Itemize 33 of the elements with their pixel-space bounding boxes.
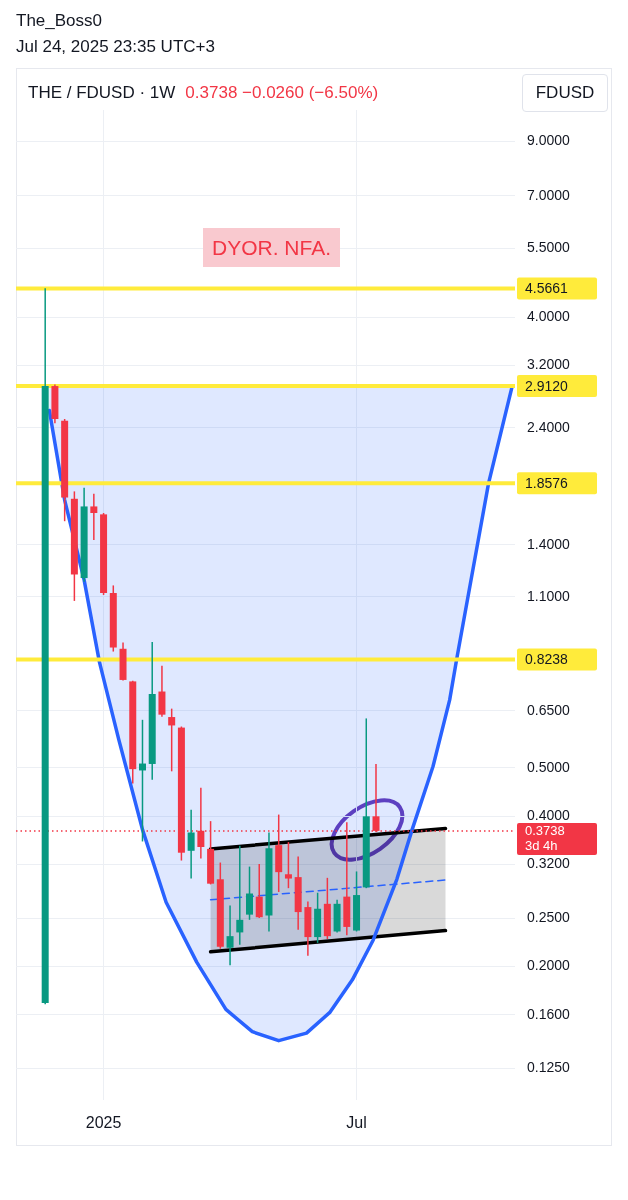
y-tick-label: 4.0000: [527, 307, 571, 324]
ref-line-label: 2.9120: [525, 377, 569, 394]
ref-line-label: 1.8576: [525, 475, 569, 492]
y-axis-title: FDUSD: [522, 74, 608, 112]
candlestick: [226, 905, 234, 966]
ref-line-label: 0.8238: [525, 651, 569, 668]
y-tick-label: 0.4000: [527, 807, 571, 824]
y-tick-label: 0.5000: [527, 758, 571, 775]
y-tick-label: 3.2000: [527, 356, 571, 373]
ref-line-label: 4.5661: [525, 280, 569, 297]
y-tick-label: 0.2000: [527, 957, 571, 974]
y-tick-label: 7.0000: [527, 186, 571, 203]
y-tick-label: 0.2500: [527, 908, 571, 925]
y-tick-label: 1.4000: [527, 535, 571, 552]
y-tick-label: 0.6500: [527, 701, 571, 718]
x-tick-label: 2025: [85, 1114, 122, 1132]
y-tick-label: 0.1600: [527, 1005, 571, 1022]
text: The_Boss0: [16, 10, 103, 32]
ref-line-label: 0.3738 3d 4h: [525, 822, 565, 853]
annotation: DYOR. NFA.: [203, 228, 341, 267]
y-tick-label: 2.4000: [527, 418, 571, 435]
candlestick: [187, 809, 195, 879]
text: Jul 24, 2025 23:35 UTC+3: [16, 36, 215, 58]
chart-subtitle: 0.3738 −0.0260 (−6.50%): [185, 83, 379, 102]
chart-title: THE / FDUSD · 1W: [28, 83, 176, 102]
y-tick-label: 0.3200: [527, 855, 571, 872]
x-tick-label: Jul: [346, 1114, 367, 1132]
y-tick-label: 0.1250: [527, 1059, 571, 1076]
y-tick-label: 1.1000: [527, 587, 571, 604]
y-tick-label: 5.5000: [527, 238, 571, 255]
candlestick: [236, 845, 244, 945]
candlestick: [90, 493, 98, 541]
y-tick-label: 9.0000: [527, 132, 571, 149]
